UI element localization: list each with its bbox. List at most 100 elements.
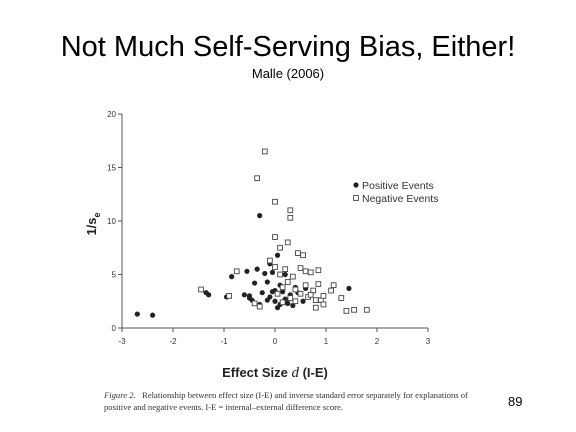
positive-event-point <box>254 266 260 272</box>
negative-event-point <box>279 299 286 306</box>
positive-event-point <box>264 279 270 285</box>
tick-labels: -3 -2 -1 0 1 2 3 0 5 10 15 20 <box>107 110 431 346</box>
negative-event-point <box>297 290 304 297</box>
positive-event-point <box>206 292 212 298</box>
negative-event-point <box>320 293 327 299</box>
figure-label: Figure 2. <box>104 390 136 400</box>
negative-event-point <box>330 282 337 289</box>
y-tick-label: 0 <box>112 324 117 333</box>
negative-event-point <box>287 207 294 214</box>
negative-event-point <box>282 266 289 273</box>
x-axis-label-suffix: (I-E) <box>299 365 328 380</box>
x-tick-label: 2 <box>375 337 380 346</box>
positive-event-point <box>134 311 140 317</box>
negative-event-point <box>302 282 309 289</box>
legend-label-negative: Negative Events <box>362 193 438 205</box>
negative-event-point <box>277 244 283 251</box>
negative-event-point <box>226 293 232 299</box>
negative-event-point <box>297 265 304 271</box>
negative-event-point <box>274 290 281 297</box>
legend-marker-negative <box>353 195 359 201</box>
negative-event-point <box>287 295 294 301</box>
positive-event-point <box>241 292 247 298</box>
negative-event-point <box>272 198 278 205</box>
negative-event-point <box>272 264 278 270</box>
y-tick-label: 5 <box>112 271 117 280</box>
negative-event-point <box>233 268 240 275</box>
y-tick-label: 15 <box>107 164 116 173</box>
positive-event-point <box>272 298 278 304</box>
positive-event-point <box>280 289 286 295</box>
negative-event-point <box>328 287 334 294</box>
negative-event-point <box>295 250 301 256</box>
positive-event-point <box>269 269 276 275</box>
y-axis-label-subscript: e <box>92 212 102 217</box>
x-tick-label: 3 <box>426 337 431 346</box>
page-number: 89 <box>508 394 523 409</box>
negative-event-point <box>351 306 357 313</box>
negative-event-point <box>254 175 261 182</box>
positive-event-point <box>269 289 276 295</box>
negative-event-point <box>300 252 306 259</box>
negative-event-point <box>292 298 299 305</box>
negative-event-point <box>251 300 258 307</box>
negative-event-point <box>267 257 273 264</box>
negative-event-point <box>343 308 350 314</box>
negative-event-point <box>312 297 319 304</box>
y-axis-label-main: 1/s <box>84 217 99 235</box>
figure-caption-text: Relationship between effect size (I-E) a… <box>104 390 468 412</box>
negative-event-point <box>277 271 283 278</box>
negative-event-point <box>292 286 299 293</box>
positive-event-point <box>274 252 281 258</box>
legend-marker-positive <box>353 182 359 188</box>
positive-event-point <box>267 294 273 300</box>
positive-event-point <box>150 312 156 318</box>
x-tick-label: -3 <box>118 337 126 346</box>
slide-subtitle: Malle (2006) <box>251 66 325 81</box>
negative-event-point <box>256 303 263 310</box>
positive-event-point <box>252 280 258 286</box>
negative-event-point <box>279 284 286 291</box>
positive-event-point <box>290 302 296 309</box>
axes <box>118 113 429 332</box>
figure-caption: Figure 2. Relationship between effect si… <box>104 389 484 413</box>
positive-event-point <box>262 270 268 277</box>
positive-event-point <box>285 300 291 306</box>
negative-event-point <box>307 291 314 298</box>
negative-event-point <box>312 304 319 311</box>
x-tick-label: 0 <box>273 337 278 346</box>
negative-event-point <box>363 306 370 313</box>
y-tick-label: 10 <box>107 217 116 226</box>
x-tick-label: -2 <box>169 337 177 346</box>
positive-event-point <box>274 305 281 311</box>
negative-event-point <box>284 279 291 285</box>
positive-event-point <box>229 274 235 280</box>
negative-event-point <box>284 239 291 246</box>
negative-event-point <box>302 268 309 275</box>
positive-event-point <box>259 290 265 296</box>
negative-event-point <box>320 301 327 308</box>
negative-event-point <box>198 286 204 293</box>
negative-event-point <box>287 214 294 221</box>
positive-event-point <box>346 285 352 292</box>
positive-event-point <box>282 271 288 278</box>
x-axis-label: Effect Size d (I-E) <box>222 365 328 381</box>
negative-event-point <box>290 273 296 280</box>
x-axis-label-italic: d <box>291 365 299 381</box>
negative-event-point <box>307 269 314 276</box>
negative-event-point <box>272 234 278 240</box>
y-tick-label: 20 <box>107 110 116 119</box>
legend-label-positive: Positive Events <box>362 180 434 192</box>
x-tick-label: 1 <box>324 337 329 346</box>
negative-event-point <box>315 267 322 274</box>
x-axis-label-main: Effect Size <box>222 365 291 380</box>
positive-event-point <box>244 268 250 274</box>
positive-event-point <box>300 298 306 304</box>
slide-title: Not Much Self-Serving Bias, Either! <box>60 31 516 63</box>
positive-event-point <box>257 213 263 219</box>
y-axis-label: 1/se <box>84 212 102 235</box>
data-points <box>134 148 370 318</box>
x-tick-label: -1 <box>220 337 228 346</box>
